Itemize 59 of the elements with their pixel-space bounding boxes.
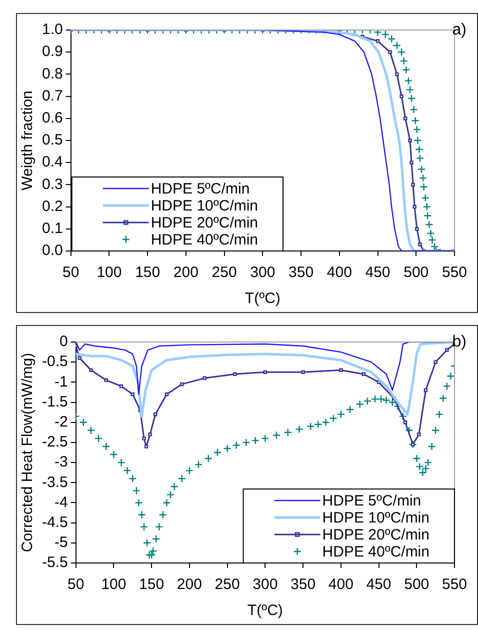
y-tick-label: -3 (54, 454, 68, 471)
y-tick-label: 0.2 (42, 198, 63, 215)
legend-label: HDPE 20ºC/min (150, 214, 258, 232)
legend-label: HDPE 40ºC/min (150, 232, 258, 249)
y-tick-label: 0.0 (42, 242, 63, 260)
y-tick-label: 0.1 (42, 220, 63, 238)
y-tick-label: -2 (54, 414, 68, 431)
x-tick-label: 200 (173, 264, 198, 282)
annotation: a) (452, 21, 466, 38)
legend-label: HDPE 5ºC/min (150, 180, 250, 198)
x-tick-label: 100 (101, 576, 126, 594)
x-tick-label: 250 (212, 264, 237, 282)
x-tick-label: 250 (214, 576, 240, 594)
x-tick-label: 400 (328, 576, 354, 594)
y-tick-label: -1.5 (42, 393, 68, 410)
y-tick-label: -1 (54, 373, 68, 390)
y-tick-label: 0 (60, 333, 68, 350)
y-tick-label: -2.5 (42, 434, 68, 451)
x-tick-label: 150 (135, 264, 160, 282)
legend-label: HDPE 40ºC/min (322, 544, 430, 561)
y-tick-label: 0.7 (42, 87, 63, 104)
x-tick-label: 350 (290, 576, 316, 594)
legend-label: HDPE 10ºC/min (322, 510, 430, 527)
x-tick-label: 400 (326, 264, 352, 282)
legend-label: HDPE 5ºC/min (322, 492, 422, 510)
y-tick-label: 0.5 (42, 132, 63, 149)
x-tick-label: 300 (252, 576, 278, 594)
y-tick-label: 1.0 (42, 21, 63, 38)
y-tick-label: -5 (54, 534, 68, 552)
y-tick-label: -5.5 (42, 554, 68, 572)
y-tick-label: -4.5 (42, 514, 68, 531)
legend-label: HDPE 10ºC/min (150, 198, 258, 215)
y-tick-label: 0.8 (42, 65, 63, 82)
x-tick-label: 150 (139, 576, 164, 594)
y-tick-label: 0.9 (42, 43, 63, 60)
y-tick-label: -0.5 (42, 353, 68, 370)
x-tick-label: 50 (62, 264, 80, 282)
x-axis-title: T(ºC) (247, 602, 283, 620)
x-axis-title: T(ºC) (244, 290, 280, 308)
x-tick-label: 500 (404, 576, 430, 594)
x-tick-label: 200 (176, 576, 202, 594)
y-tick-label: 0.6 (42, 110, 63, 127)
x-tick-label: 50 (68, 576, 84, 594)
y-tick-label: -4 (54, 494, 68, 511)
legend-label: HDPE 20ºC/min (322, 526, 430, 544)
y-tick-label: 0.4 (42, 154, 63, 171)
x-tick-label: 500 (404, 264, 429, 282)
y-tick-label: 0.3 (42, 176, 63, 193)
y-axis-title: Weigth fraction (19, 90, 36, 190)
x-tick-label: 550 (442, 264, 467, 282)
x-tick-label: 300 (250, 264, 276, 282)
y-axis-title: Corrected Heat Flow(mW/mg) (19, 352, 36, 552)
x-tick-label: 450 (365, 264, 390, 282)
annotation: b) (452, 333, 466, 350)
x-tick-label: 100 (96, 264, 122, 282)
x-tick-label: 450 (366, 576, 392, 594)
y-tick-label: -3.5 (42, 474, 68, 491)
x-tick-label: 350 (288, 264, 314, 282)
x-tick-label: 550 (442, 576, 467, 594)
